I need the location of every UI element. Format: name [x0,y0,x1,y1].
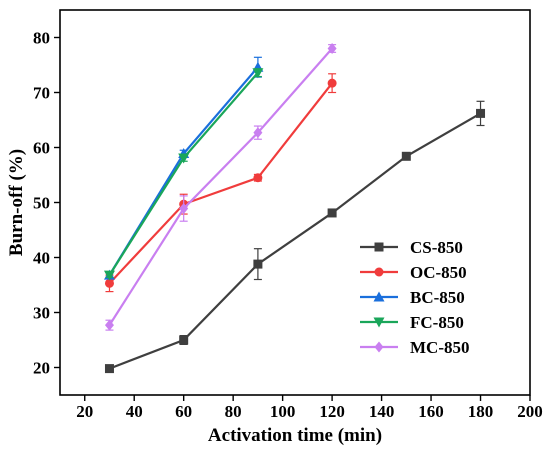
legend-swatch-marker [374,341,384,353]
series-oc-850 [104,73,337,293]
data-point-cs-850 [327,208,337,218]
y-tick-label: 40 [33,249,50,268]
y-tick-label: 30 [33,304,50,323]
legend-item-cs-850: CS-850 [360,238,463,257]
data-point-cs-850 [104,364,114,374]
x-tick-label: 180 [468,402,494,421]
data-point-cs-850 [179,335,189,345]
x-tick-label: 20 [76,402,93,421]
series-layer [103,43,486,374]
x-tick-label: 140 [369,402,395,421]
legend-swatch-marker [374,267,384,277]
series-mc-850 [104,43,337,331]
data-point-mc-850 [179,203,189,215]
series-cs-850 [104,100,486,374]
data-point-cs-850 [401,151,411,161]
data-point-mc-850 [104,319,114,331]
series-line-mc-850 [108,47,333,326]
series-fc-850 [103,68,264,281]
legend-label: FC-850 [410,313,464,332]
legend-item-mc-850: MC-850 [360,338,469,357]
legend: CS-850 OC-850 BC-850 FC-850 MC-850 [360,238,469,357]
x-axis-title: Activation time (min) [208,425,382,446]
legend-label: OC-850 [410,263,467,282]
axes: 20 40 60 80 100 120 140 160 180 200 20 30 40 50 60 70 80 [33,9,543,421]
data-point-cs-850 [253,259,263,269]
x-tick-label: 60 [175,402,192,421]
data-point-fc-850 [252,68,264,79]
data-point-oc-850 [253,173,263,183]
data-point-oc-850 [104,278,114,288]
legend-item-fc-850: FC-850 [360,313,464,332]
y-tick-label: 80 [33,29,50,48]
legend-item-oc-850: OC-850 [360,263,467,282]
legend-label: MC-850 [410,338,469,357]
series-line-fc-850 [108,71,259,276]
data-point-mc-850 [253,127,263,139]
series-line-cs-850 [109,112,482,370]
data-point-mc-850 [327,43,337,54]
x-tick-label: 120 [319,402,345,421]
legend-label: CS-850 [410,238,463,257]
data-point-fc-850 [178,153,190,164]
legend-swatch-marker [374,242,384,252]
x-tick-label: 160 [418,402,444,421]
legend-label: BC-850 [410,288,465,307]
data-point-fc-850 [103,270,115,281]
y-tick-label: 50 [33,194,50,213]
x-tick-label: 40 [126,402,143,421]
x-tick-label: 200 [517,402,543,421]
data-point-cs-850 [476,108,486,118]
series-line-oc-850 [108,82,333,285]
x-tick-label: 80 [225,402,242,421]
x-tick-label: 100 [270,402,296,421]
y-tick-label: 20 [33,359,50,378]
y-tick-label: 70 [33,84,50,103]
y-axis-title: Burn-off (%) [6,149,27,256]
y-tick-label: 60 [33,139,50,158]
data-point-oc-850 [327,78,337,88]
legend-swatch-marker [373,291,385,302]
legend-item-bc-850: BC-850 [360,288,465,307]
legend-swatch-marker [373,317,385,328]
